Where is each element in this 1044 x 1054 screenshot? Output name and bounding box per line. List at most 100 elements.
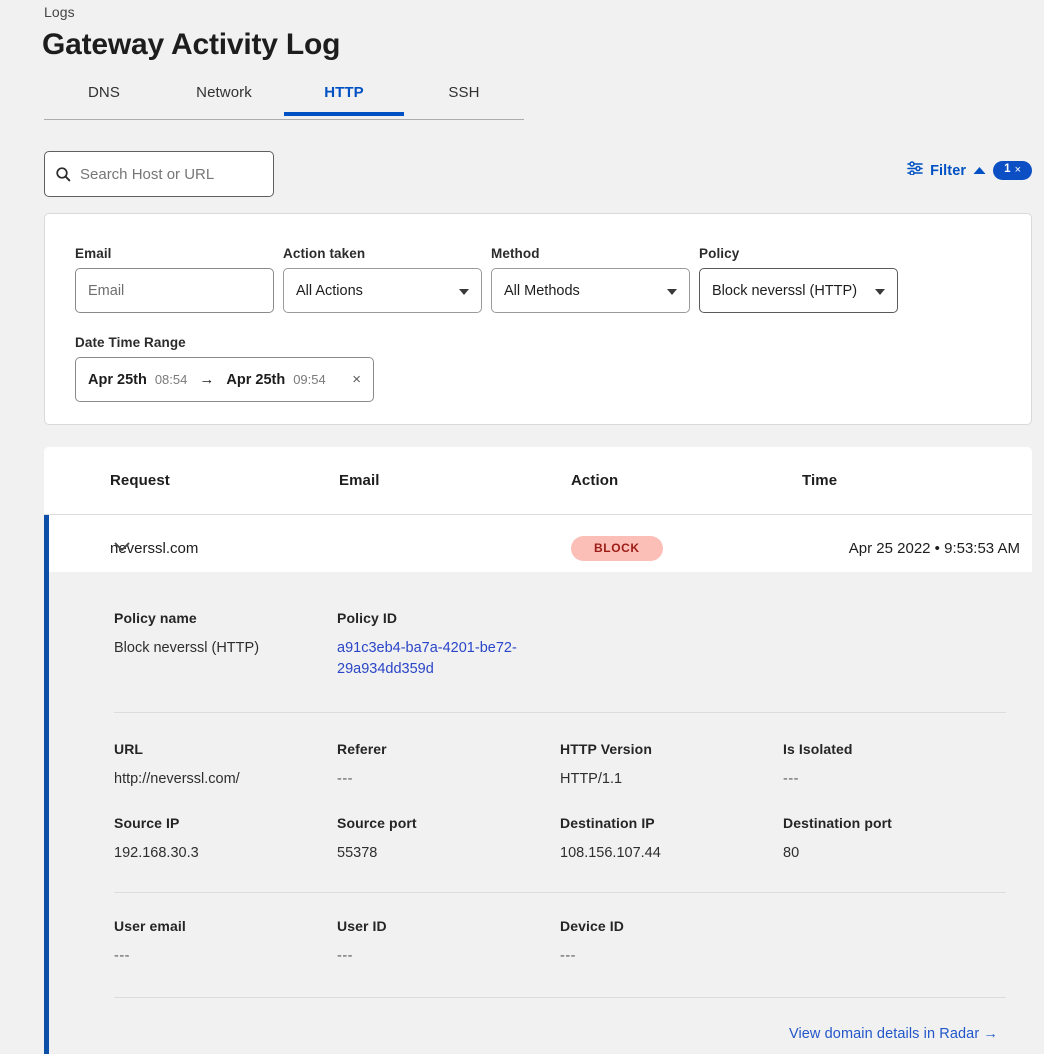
search-icon	[55, 166, 71, 182]
range-start-time: 08:54	[154, 372, 188, 387]
search-input[interactable]	[80, 165, 263, 183]
detail-label: User ID	[337, 918, 387, 934]
detail-field-referer: Referer ---	[337, 741, 560, 790]
filter-toggle[interactable]: Filter 1 ×	[907, 161, 1032, 180]
date-time-range-picker[interactable]: Apr 25th 08:54 → Apr 25th 09:54 ×	[75, 357, 374, 402]
detail-content: Policy name Block neverssl (HTTP) Policy…	[114, 572, 1006, 1042]
table-row[interactable]: neverssl.com BLOCK Apr 25 2022 • 9:53:53…	[44, 515, 1032, 582]
view-domain-details-in-radar-link[interactable]: View domain details in Radar →	[788, 1026, 998, 1042]
policy-value: Block neverssl (HTTP)	[712, 282, 858, 299]
email-placeholder: Email	[88, 282, 125, 299]
detail-field-destination-ip: Destination IP 108.156.107.44	[560, 815, 783, 864]
method-value: All Methods	[504, 282, 580, 299]
detail-value: 192.168.30.3	[114, 845, 199, 861]
chevron-down-icon	[875, 288, 885, 295]
detail-label: Policy name	[114, 610, 197, 626]
detail-label: User email	[114, 918, 186, 934]
policy-select[interactable]: Block neverssl (HTTP)	[699, 268, 898, 313]
detail-field-source-ip: Source IP 192.168.30.3	[114, 815, 337, 864]
search-box[interactable]	[44, 151, 274, 197]
cell-time: Apr 25 2022 • 9:53:53 AM	[848, 539, 1020, 557]
detail-field-source-port: Source port 55378	[337, 815, 560, 864]
detail-value: 80	[783, 845, 800, 861]
table-header-row: Request Email Action Time	[44, 447, 1032, 515]
tab-network[interactable]: Network	[196, 84, 252, 101]
method-select[interactable]: All Methods	[491, 268, 690, 313]
detail-value: http://neverssl.com/	[114, 771, 240, 787]
method-label: Method	[491, 246, 540, 261]
detail-value: ---	[560, 948, 576, 964]
detail-selected-accent	[44, 572, 49, 1054]
range-start-date: Apr 25th	[88, 371, 147, 388]
action-taken-value: All Actions	[296, 282, 363, 299]
chevron-down-icon	[667, 288, 677, 295]
detail-label: Source IP	[114, 815, 180, 831]
filter-clear-icon[interactable]: ×	[1014, 163, 1021, 176]
detail-label: URL	[114, 741, 144, 757]
detail-field-user-id: User ID ---	[337, 918, 560, 967]
detail-divider	[114, 712, 1006, 713]
detail-label: Policy ID	[337, 610, 398, 626]
detail-field-user-email: User email ---	[114, 918, 337, 967]
close-icon[interactable]: ×	[352, 371, 361, 388]
breadcrumb: Logs	[44, 4, 75, 20]
tab-ssh[interactable]: SSH	[448, 84, 480, 101]
filter-fields-row: Email Email Action taken All Actions Met…	[75, 246, 898, 313]
filter-field-policy: Policy Block neverssl (HTTP)	[699, 246, 898, 313]
policy-id-link[interactable]: a91c3eb4-ba7a-4201-be72-29a934dd359d	[337, 640, 517, 677]
detail-divider	[114, 997, 1006, 998]
chevron-up-icon[interactable]	[973, 162, 986, 180]
filter-field-action-taken: Action taken All Actions	[283, 246, 482, 313]
detail-divider	[114, 892, 1006, 893]
sliders-icon	[907, 161, 923, 180]
range-end-date: Apr 25th	[226, 371, 286, 388]
filter-daterange-row: Date Time Range Apr 25th 08:54 → Apr 25t…	[75, 335, 374, 402]
detail-group-request: URL http://neverssl.com/ Referer --- HTT…	[114, 713, 1006, 790]
detail-field-is-isolated: Is Isolated ---	[783, 741, 1006, 790]
column-header-action: Action	[571, 472, 619, 489]
column-header-request: Request	[110, 472, 170, 489]
row-detail-panel: Policy name Block neverssl (HTTP) Policy…	[44, 572, 1032, 1054]
detail-field-url: URL http://neverssl.com/	[114, 741, 337, 790]
email-input[interactable]: Email	[75, 268, 274, 313]
detail-group-network: Source IP 192.168.30.3 Source port 55378…	[114, 790, 1006, 864]
detail-label: HTTP Version	[560, 741, 652, 757]
filter-panel: Email Email Action taken All Actions Met…	[44, 213, 1032, 425]
email-label: Email	[75, 246, 112, 261]
cell-action: BLOCK	[571, 535, 802, 561]
filter-field-method: Method All Methods	[491, 246, 690, 313]
detail-value: HTTP/1.1	[560, 771, 623, 787]
detail-label: Is Isolated	[783, 741, 853, 757]
tab-dns[interactable]: DNS	[88, 84, 120, 101]
detail-value: Block neverssl (HTTP)	[114, 640, 260, 656]
detail-value: ---	[114, 948, 130, 964]
detail-group-policy: Policy name Block neverssl (HTTP) Policy…	[114, 572, 1006, 680]
detail-value: ---	[783, 771, 799, 787]
column-header-time: Time	[802, 472, 838, 489]
arrow-right-icon: →	[199, 371, 215, 388]
status-badge: BLOCK	[571, 535, 663, 561]
tab-http[interactable]: HTTP	[284, 76, 404, 116]
detail-field-device-id: Device ID ---	[560, 918, 783, 967]
chevron-down-icon	[459, 288, 469, 295]
column-header-email: Email	[339, 472, 380, 489]
detail-field-policy-name: Policy name Block neverssl (HTTP)	[114, 610, 337, 680]
action-taken-select[interactable]: All Actions	[283, 268, 482, 313]
detail-field-destination-port: Destination port 80	[783, 815, 1006, 864]
range-end-time: 09:54	[293, 372, 326, 387]
cell-request: neverssl.com	[110, 539, 199, 557]
row-selected-accent	[44, 515, 49, 581]
chevron-down-icon[interactable]	[114, 539, 130, 557]
filter-count-badge[interactable]: 1 ×	[993, 161, 1032, 180]
activity-log-table: Request Email Action Time neverssl.com B…	[44, 447, 1032, 582]
detail-value: 55378	[337, 845, 378, 861]
detail-label: Destination IP	[560, 815, 655, 831]
filter-field-email: Email Email	[75, 246, 274, 313]
detail-group-identity: User email --- User ID --- Device ID ---	[114, 893, 1006, 967]
filter-label: Filter	[930, 162, 967, 179]
detail-label: Device ID	[560, 918, 624, 934]
date-time-range-label: Date Time Range	[75, 335, 186, 350]
detail-value: 108.156.107.44	[560, 845, 661, 861]
detail-field-policy-id: Policy ID a91c3eb4-ba7a-4201-be72-29a934…	[337, 610, 560, 680]
filter-count: 1	[1004, 163, 1011, 176]
